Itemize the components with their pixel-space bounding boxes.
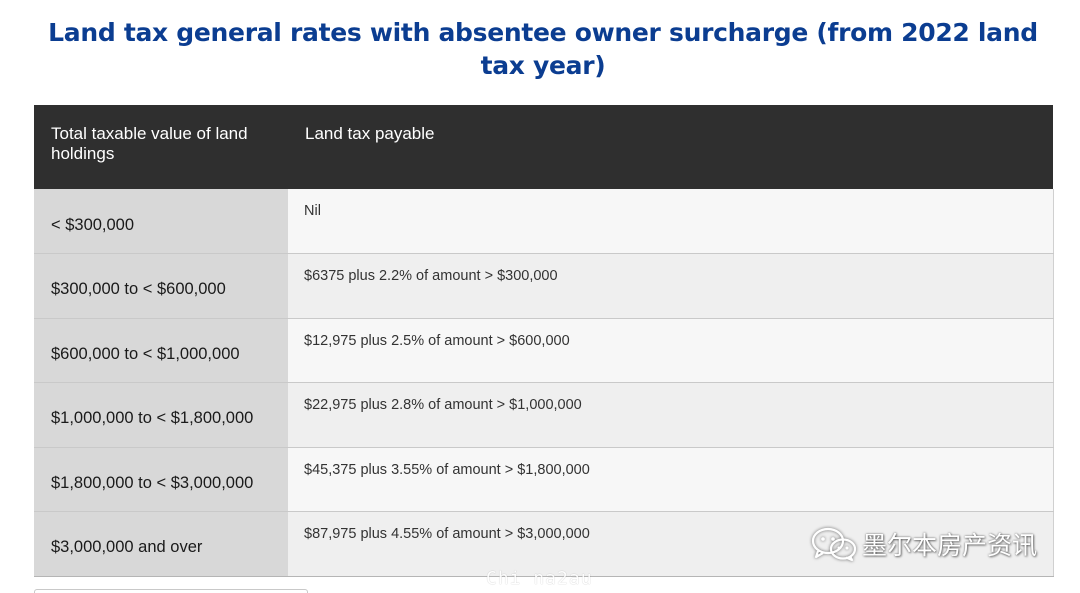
table-row: $3,000,000 and over $87,975 plus 4.55% o… [34,511,1054,577]
land-tax-table: Total taxable value of land holdings Lan… [34,105,1054,577]
tax-payable-cell: $45,375 plus 3.55% of amount > $1,800,00… [288,447,1054,512]
tax-payable-cell: Nil [288,189,1054,254]
table-row: $300,000 to < $600,000 $6375 plus 2.2% o… [34,253,1054,319]
taxable-value-cell: $1,800,000 to < $3,000,000 [34,447,288,512]
taxable-value-cell: $1,000,000 to < $1,800,000 [34,382,288,448]
taxable-value-cell: < $300,000 [34,189,288,254]
column-header-taxable-value: Total taxable value of land holdings [34,105,288,189]
table-row: $1,000,000 to < $1,800,000 $22,975 plus … [34,382,1054,448]
watermark-text: 墨尔本房产资讯 [862,531,1038,560]
table-header-row: Total taxable value of land holdings Lan… [34,105,1053,189]
wechat-icon [811,527,857,561]
taxable-value-cell: $600,000 to < $1,000,000 [34,318,288,383]
watermark-subtext: Chi na2au [486,568,593,589]
tax-payable-cell: $6375 plus 2.2% of amount > $300,000 [288,253,1054,319]
table-row: $600,000 to < $1,000,000 $12,975 plus 2.… [34,318,1054,383]
page-title: Land tax general rates with absentee own… [48,18,1038,80]
tax-payable-cell: $22,975 plus 2.8% of amount > $1,000,000 [288,382,1054,448]
taxable-value-cell: $3,000,000 and over [34,511,288,577]
tax-payable-cell: $12,975 plus 2.5% of amount > $600,000 [288,318,1054,383]
column-header-tax-payable: Land tax payable [288,105,1053,189]
taxable-value-cell: $300,000 to < $600,000 [34,253,288,319]
tax-payable-cell: $87,975 plus 4.55% of amount > $3,000,00… [288,511,1054,577]
table-row: $1,800,000 to < $3,000,000 $45,375 plus … [34,447,1054,512]
table-row: < $300,000 Nil [34,189,1054,254]
cut-off-button[interactable] [34,589,308,593]
watermark: 墨尔本房产资讯 [810,526,1037,562]
